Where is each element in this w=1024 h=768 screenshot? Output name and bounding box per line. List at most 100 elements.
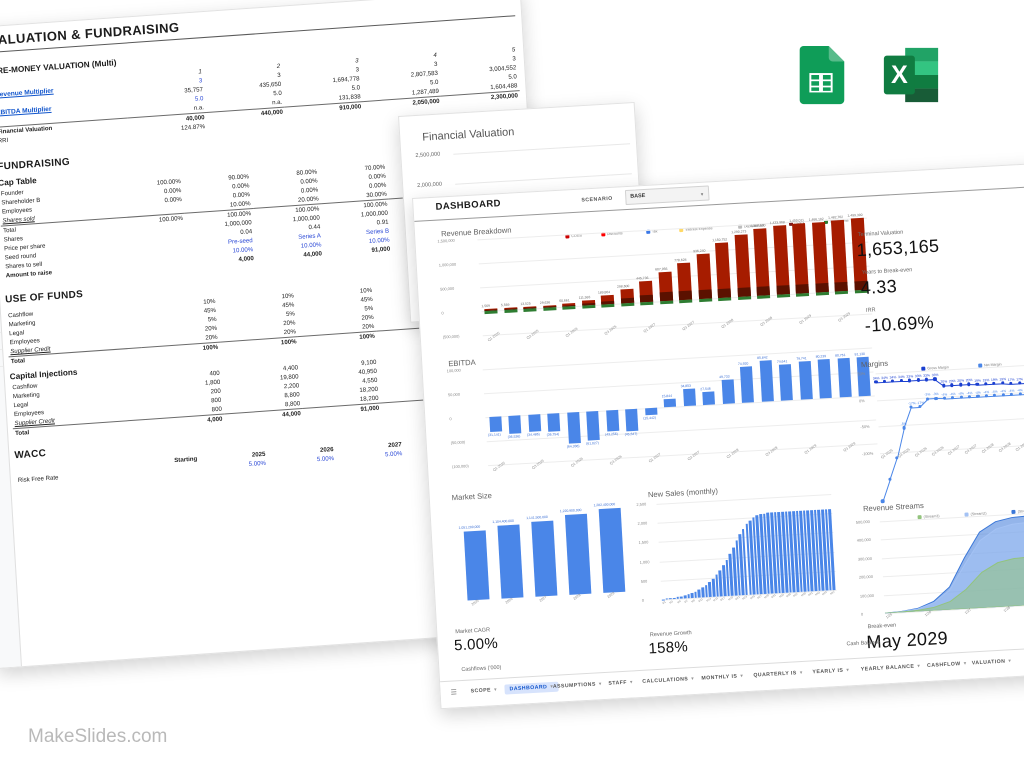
data-label: -4%: [1008, 388, 1015, 393]
bar[interactable]: [547, 413, 561, 432]
bar[interactable]: [663, 398, 677, 408]
bar[interactable]: [759, 359, 774, 402]
microsoft-excel-icon[interactable]: X: [880, 44, 942, 111]
bar[interactable]: [463, 530, 490, 601]
data-label: 33%: [931, 372, 939, 378]
bar[interactable]: [605, 409, 620, 432]
bar[interactable]: [702, 391, 716, 406]
margins-title: Margins: [860, 358, 889, 370]
data-label: 15,844: [661, 394, 673, 399]
x-tick: Q1 2027: [648, 452, 662, 464]
bar[interactable]: [831, 219, 849, 292]
sheet-tab-yearly-is[interactable]: YEARLY IS ▾: [812, 667, 849, 675]
bar[interactable]: [625, 408, 639, 432]
chevron-down-icon[interactable]: ▾: [799, 669, 803, 677]
bar[interactable]: [811, 221, 829, 293]
bar[interactable]: [690, 593, 694, 599]
bar-segment-net-income: [815, 291, 829, 296]
bar[interactable]: [508, 415, 522, 434]
chevron-down-icon[interactable]: ▾: [493, 687, 498, 694]
bar[interactable]: [740, 366, 755, 403]
bar[interactable]: [586, 410, 601, 441]
dashboard-card[interactable]: DASHBOARD SCENARIO BASE ▾ Revenue Breakd…: [412, 162, 1024, 710]
bar[interactable]: [489, 416, 502, 432]
bar[interactable]: [697, 589, 701, 598]
revenue-streams-chart[interactable]: 500,000 400,000 300,000 200,000 100,000 0 1/25…: [856, 512, 1024, 620]
data-label: 19%: [990, 377, 998, 382]
bar[interactable]: [644, 407, 658, 416]
chevron-down-icon[interactable]: ▾: [740, 673, 744, 680]
data-label: 778,628: [674, 257, 687, 263]
axis-tick: 2,500,000: [415, 151, 441, 160]
chevron-down-icon[interactable]: ▾: [691, 675, 695, 683]
x-tick: M45: [822, 590, 828, 597]
bar[interactable]: [598, 507, 626, 593]
x-tick: Q3 2027: [686, 450, 701, 462]
chevron-down-icon[interactable]: ▾: [917, 663, 921, 670]
axis-tick: 500: [640, 578, 648, 584]
tab-label: STAFF: [608, 679, 628, 687]
sheet-tab-scope[interactable]: SCOPE ▾: [470, 687, 497, 694]
bar[interactable]: [527, 414, 541, 432]
bar[interactable]: [676, 596, 679, 599]
x-tick: M1: [661, 600, 667, 606]
bar[interactable]: [687, 594, 690, 599]
data-label: (43,256): [605, 431, 618, 437]
sheet-tabs[interactable]: SCOPE ▾ DASHBOARD ▾ ASSUMPTIONS ▾ STAFF ▾ CALCUL…: [440, 647, 1024, 708]
bar[interactable]: [679, 596, 683, 599]
chevron-down-icon[interactable]: ▾: [846, 667, 850, 674]
sheet-tab-calculations[interactable]: CALCULATIONS ▾: [642, 676, 694, 685]
market-size-chart[interactable]: 1,051,200,000 2025 1,104,400,000 2026 1,141,…: [456, 500, 631, 607]
bar[interactable]: [779, 364, 794, 401]
gridline: [455, 173, 632, 185]
data-label: 33%: [906, 374, 914, 379]
bar-segment-net-income: [621, 302, 635, 307]
gridline: [484, 371, 874, 395]
bar[interactable]: [531, 520, 558, 597]
sheet-tab-bar[interactable]: ☰ SCOPE ▾ DASHBOARD ▾ ASSUMPTIONS ▾ STAFF ▾ CALC…: [440, 646, 1024, 709]
chevron-down-icon[interactable]: ▾: [1008, 658, 1012, 665]
bar[interactable]: [566, 412, 581, 444]
new-sales-chart[interactable]: 2,500 2,000 1,500 1,000 500 0 M1 M3 M5 M7 M9 M11 M13…: [636, 494, 837, 605]
sheet-tab-cashflow[interactable]: CASHFLOW ▾: [927, 661, 967, 669]
x-tick: Q1 2028: [981, 442, 995, 454]
bar[interactable]: [565, 513, 592, 595]
sheet-tab-assumptions[interactable]: ASSUMPTIONS ▾: [553, 681, 602, 690]
chevron-down-icon[interactable]: ▾: [963, 660, 967, 667]
bar[interactable]: [817, 359, 833, 399]
row-number[interactable]: 20: [0, 332, 3, 352]
ebitda-chart[interactable]: 100,000 50,000 0 (50,000) (100,000) (31,141) (…: [447, 347, 878, 472]
bar[interactable]: [497, 524, 524, 599]
sheet-tab-yearly-balance[interactable]: YEARLY BALANCE ▾: [861, 663, 921, 672]
chevron-down-icon[interactable]: ▾: [629, 679, 634, 686]
revenue-breakdown-chart[interactable]: 1,500,000 1,000,000 500,000 0 (500,000) 1,569…: [437, 213, 873, 342]
bar[interactable]: [682, 388, 696, 407]
row-number[interactable]: 19: [0, 315, 2, 335]
data-label: 5,569: [500, 302, 510, 308]
bar[interactable]: [721, 379, 735, 404]
x-tick: M27: [756, 594, 763, 600]
chevron-down-icon[interactable]: ▾: [598, 681, 603, 688]
bar[interactable]: [694, 591, 698, 598]
bar[interactable]: [798, 360, 813, 400]
sheet-tab-monthly-is[interactable]: MONTHLY IS ▾: [701, 673, 743, 681]
sheet-tab-dashboard[interactable]: DASHBOARD ▾: [504, 681, 559, 695]
scenario-select[interactable]: BASE ▾: [624, 185, 710, 206]
bar[interactable]: [665, 598, 669, 600]
x-tick: M3: [669, 600, 674, 605]
irr-label: IRR: [865, 307, 876, 314]
row-number[interactable]: 21: [0, 349, 4, 369]
bar[interactable]: [701, 587, 705, 598]
sheet-tab-staff[interactable]: STAFF ▾: [608, 679, 633, 686]
google-sheets-icon[interactable]: [790, 44, 852, 111]
sheet-tab-quarterly-is[interactable]: QUARTERLY IS ▾: [753, 670, 803, 679]
tab-label: CASHFLOW: [926, 661, 961, 669]
data-label: -4%: [983, 389, 990, 395]
margins-chart[interactable]: 50% 0% -50% -100% 34% 34% 34% 34% 33% 33% 33% 33% 20…: [857, 364, 1024, 503]
bar[interactable]: [683, 595, 687, 599]
tab-label: CALCULATIONS: [642, 676, 689, 685]
bar[interactable]: [672, 597, 676, 600]
sheet-tab-valuation[interactable]: VALUATION ▾: [972, 658, 1012, 666]
bar[interactable]: [837, 358, 852, 398]
